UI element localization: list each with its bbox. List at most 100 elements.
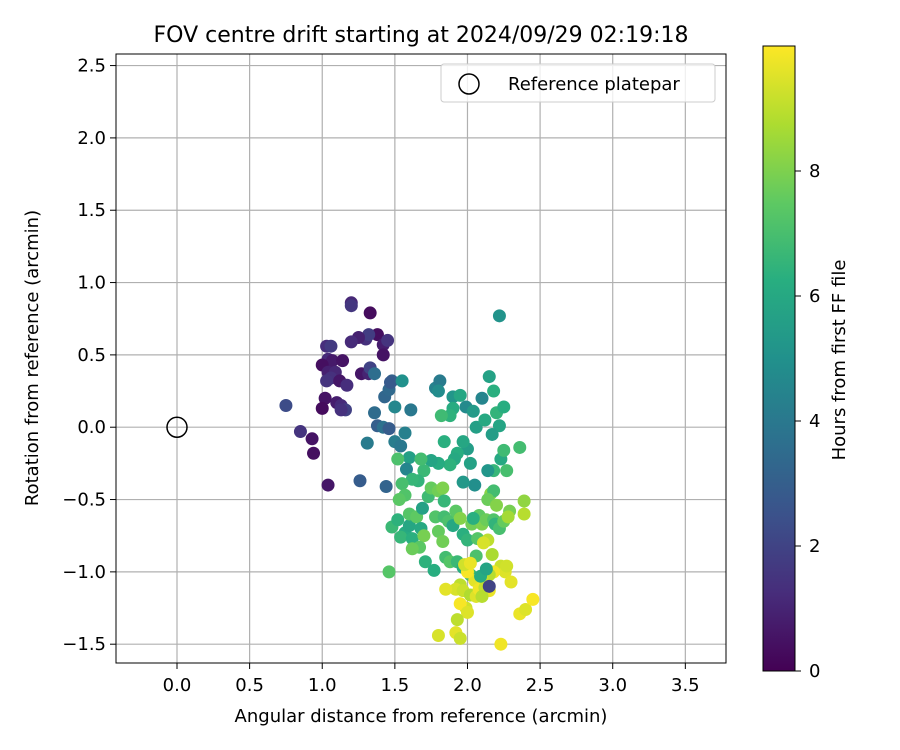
data-point	[382, 565, 396, 579]
data-point	[415, 501, 429, 515]
data-point	[482, 370, 496, 384]
x-axis-label: Angular distance from reference (arcmin)	[235, 706, 608, 727]
data-point	[456, 475, 470, 489]
data-point	[394, 439, 408, 453]
data-point	[478, 413, 492, 427]
data-point	[463, 556, 477, 570]
data-point	[388, 400, 402, 414]
data-point	[476, 536, 490, 550]
y-axis-label: Rotation from reference (arcmin)	[22, 210, 43, 506]
data-point	[453, 597, 467, 611]
data-point	[492, 419, 506, 433]
data-point	[376, 348, 390, 362]
data-point	[450, 613, 464, 627]
colorbar-label: Hours from first FF file	[829, 260, 850, 461]
data-point	[360, 436, 374, 450]
data-point	[402, 519, 416, 533]
data-point	[456, 435, 470, 449]
data-point	[391, 513, 405, 527]
data-point	[395, 477, 409, 491]
data-point	[434, 409, 448, 423]
data-point	[460, 533, 474, 547]
data-point	[490, 498, 504, 512]
data-point	[398, 426, 412, 440]
data-point	[453, 511, 467, 525]
data-point	[324, 339, 338, 353]
data-point	[437, 435, 451, 449]
x-tick-label: 0.5	[235, 675, 264, 696]
data-point	[368, 406, 382, 420]
colorbar-tick-label: 2	[809, 536, 820, 557]
x-tick-label: 3.5	[671, 675, 700, 696]
data-point	[500, 464, 514, 478]
colorbar-ticks: 0 2 4 6 8	[795, 161, 820, 682]
data-point	[362, 328, 376, 342]
data-point	[485, 548, 499, 562]
data-point	[382, 422, 396, 436]
data-point	[427, 563, 441, 577]
data-point	[325, 354, 339, 368]
data-point	[405, 532, 419, 546]
data-point	[381, 333, 395, 347]
data-point	[405, 472, 419, 486]
data-point	[334, 403, 348, 417]
data-point	[519, 602, 533, 616]
data-point	[336, 354, 350, 368]
x-tick-label: 1.0	[308, 675, 337, 696]
plot-frame	[115, 53, 727, 664]
y-tick-label: 0.0	[77, 417, 106, 438]
chart-title: FOV centre drift starting at 2024/09/29 …	[154, 23, 689, 48]
data-point	[279, 399, 293, 413]
data-point	[482, 579, 496, 593]
data-point	[399, 462, 413, 476]
data-point	[320, 374, 334, 388]
data-point	[494, 637, 508, 651]
data-point	[417, 464, 431, 478]
data-point	[468, 478, 482, 492]
x-tick-label: 1.5	[381, 675, 410, 696]
data-point	[436, 534, 450, 548]
data-point	[460, 605, 474, 619]
data-point	[394, 530, 408, 544]
data-point	[453, 388, 467, 402]
y-tick-label: 0.5	[77, 345, 106, 366]
y-tick-label: −1.5	[62, 634, 106, 655]
data-point	[405, 542, 419, 556]
data-point	[414, 452, 428, 466]
data-point	[497, 400, 511, 414]
data-point	[379, 480, 393, 494]
data-points	[279, 296, 540, 651]
data-point	[363, 306, 377, 320]
data-point	[439, 582, 453, 596]
data-point	[485, 427, 499, 441]
data-point	[526, 592, 540, 606]
data-point	[340, 378, 354, 392]
reference-marker	[166, 416, 188, 438]
grid	[116, 54, 726, 663]
y-tick-label: 1.5	[77, 200, 106, 221]
data-point	[368, 367, 382, 381]
y-tick-label: −1.0	[62, 562, 106, 583]
data-point	[487, 384, 501, 398]
colorbar	[762, 45, 796, 672]
data-point	[463, 456, 477, 470]
data-point	[475, 589, 489, 603]
data-point	[443, 458, 457, 472]
data-point	[344, 299, 358, 313]
y-tick-label: 2.5	[77, 56, 106, 77]
data-point	[501, 510, 515, 524]
y-tick-label: 2.0	[77, 128, 106, 149]
data-point	[293, 425, 307, 439]
data-point	[384, 375, 397, 389]
legend: Reference platepar	[440, 63, 716, 103]
colorbar-tick-label: 6	[809, 286, 820, 307]
data-point	[391, 452, 405, 466]
data-point	[395, 374, 409, 388]
legend-marker	[458, 73, 480, 95]
data-point	[437, 494, 451, 508]
data-point	[318, 391, 332, 405]
data-point	[466, 404, 480, 418]
data-point	[431, 524, 445, 538]
data-point	[418, 555, 432, 569]
